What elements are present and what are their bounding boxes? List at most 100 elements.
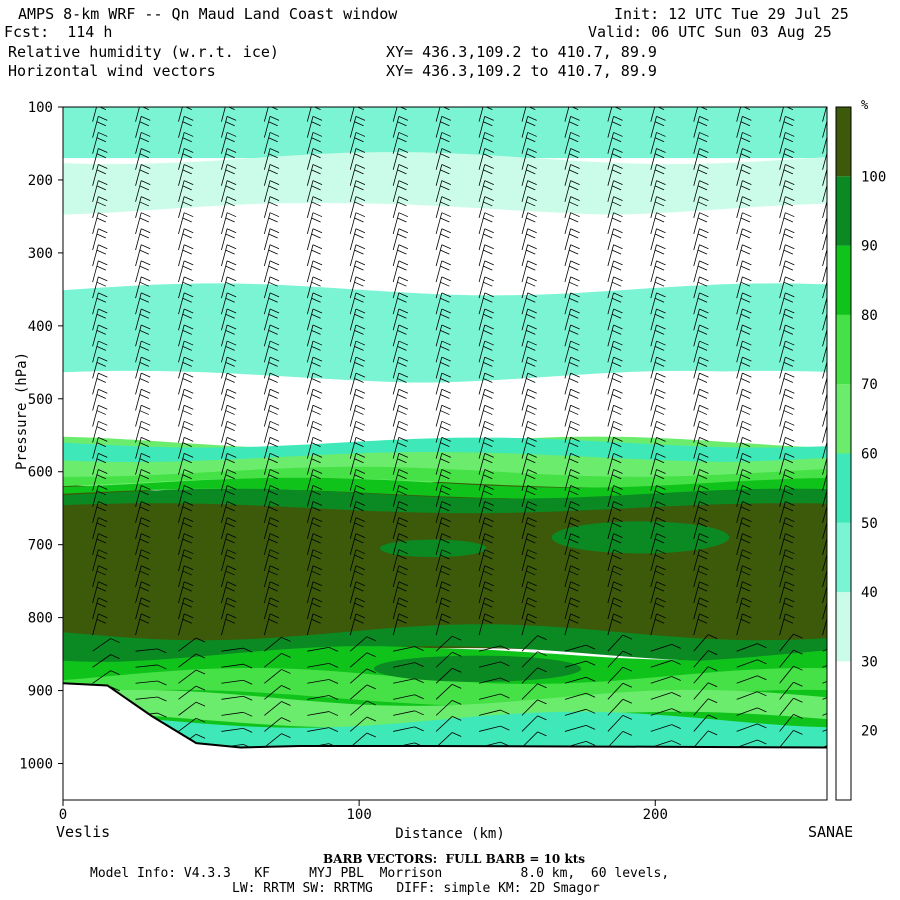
wind-barb-flag xyxy=(654,346,665,351)
wind-barb-flag xyxy=(697,586,708,592)
wind-barb-shaft xyxy=(221,196,228,218)
wind-barb-flag xyxy=(699,372,709,378)
wind-barb-shaft xyxy=(564,597,572,620)
wind-barb-shaft xyxy=(779,244,786,267)
wind-barb-flag xyxy=(441,132,451,137)
wind-barb-flag xyxy=(740,394,751,399)
wind-barb-shaft xyxy=(736,597,743,620)
wind-barb-flag xyxy=(141,469,151,474)
wind-barb-flag xyxy=(569,281,579,287)
wind-barb-flag xyxy=(699,533,709,539)
wind-barb-flag xyxy=(184,613,194,619)
wind-barb-flag xyxy=(226,148,237,153)
wind-barb-flag xyxy=(182,281,192,287)
wind-barb-shaft xyxy=(478,180,486,202)
wind-barb-flag xyxy=(226,404,237,410)
wind-barb-shaft xyxy=(306,324,314,347)
wind-barb-flag xyxy=(571,100,580,104)
wind-barb-shaft xyxy=(779,196,786,218)
wind-barb-flag xyxy=(139,602,149,608)
rh-patch xyxy=(373,655,582,682)
wind-barb-flag xyxy=(742,132,752,137)
wind-barb-shaft xyxy=(521,196,529,218)
wind-barb-flag xyxy=(740,265,751,271)
wind-barb-shaft xyxy=(135,116,142,138)
wind-barb-flag xyxy=(484,372,494,378)
wind-barb-flag xyxy=(611,410,622,415)
wind-barb-shaft xyxy=(392,276,400,299)
wind-barb-flag xyxy=(195,653,206,659)
wind-barb-shaft xyxy=(221,421,228,443)
wind-barb-flag xyxy=(355,501,366,506)
wind-barb-flag xyxy=(312,388,323,394)
wind-barb-flag xyxy=(440,185,450,191)
wind-barb-flag xyxy=(441,276,451,282)
wind-barb-flag xyxy=(569,522,579,528)
wind-barb-flag xyxy=(355,453,366,458)
wind-barb-shaft xyxy=(178,244,185,267)
wind-barb-flag xyxy=(570,148,580,153)
wind-barb-flag xyxy=(785,469,795,474)
wind-barb-flag xyxy=(740,185,751,191)
wind-barb-flag xyxy=(311,570,321,576)
wind-barb-flag xyxy=(613,436,623,442)
wind-barb-flag xyxy=(141,372,151,378)
wind-barb-flag xyxy=(98,276,108,282)
wind-barb-flag xyxy=(397,233,407,239)
wind-barb-flag xyxy=(268,121,278,127)
field-label-wind: Horizontal wind vectors xyxy=(8,62,216,80)
wind-barb-flag xyxy=(141,533,151,539)
wind-barb-shaft xyxy=(693,437,700,459)
wind-barb-flag xyxy=(226,132,237,137)
wind-barb-shaft xyxy=(221,597,228,620)
wind-barb-flag xyxy=(354,522,364,528)
wind-barb-shaft xyxy=(521,116,529,138)
wind-barb-flag xyxy=(740,217,751,223)
wind-barb-flag xyxy=(98,340,108,346)
wind-barb-flag xyxy=(528,100,537,104)
wind-barb-flag xyxy=(656,436,666,442)
wind-barb-shaft xyxy=(263,244,271,267)
wind-barb-shaft xyxy=(521,340,529,363)
wind-barb-shaft xyxy=(92,324,99,347)
wind-barb-shaft xyxy=(178,501,185,523)
wind-barb-shaft xyxy=(521,389,529,411)
wind-barb-flag xyxy=(312,404,323,410)
wind-barb-shaft xyxy=(822,167,827,186)
wind-barb-flag xyxy=(742,549,752,555)
wind-barb-shaft xyxy=(264,717,282,732)
wind-barb-shaft xyxy=(306,308,314,331)
wind-barb-flag xyxy=(537,731,547,737)
wind-barb-shaft xyxy=(435,389,443,411)
wind-barb-flag xyxy=(785,116,795,121)
wind-barb-flag xyxy=(355,324,366,330)
wind-barb-shaft xyxy=(693,357,700,379)
wind-barb-flag xyxy=(311,265,321,271)
wind-barb-shaft xyxy=(779,308,786,331)
wind-barb-flag xyxy=(139,538,149,544)
wind-barb-flag xyxy=(269,116,280,121)
wind-barb-shaft xyxy=(92,517,99,539)
wind-barb-flag xyxy=(311,426,321,431)
wind-barb-flag xyxy=(354,394,364,399)
wind-barb-flag xyxy=(184,212,194,218)
wind-barb-shaft xyxy=(650,116,657,138)
colorbar-tick-label: 60 xyxy=(861,447,878,463)
wind-barb-shaft xyxy=(263,276,271,299)
wind-barb-shaft xyxy=(779,324,786,347)
wind-barb-flag xyxy=(98,356,108,362)
wind-barb-shaft xyxy=(393,678,415,684)
wind-barb-flag xyxy=(269,613,280,619)
wind-barb-flag xyxy=(585,676,596,682)
wind-barb-shaft xyxy=(92,132,99,154)
wind-barb-flag xyxy=(826,490,827,492)
wind-barb-flag xyxy=(654,233,665,239)
wind-barb-shaft xyxy=(92,533,99,556)
wind-barb-shaft xyxy=(607,340,614,363)
wind-barb-flag xyxy=(452,683,462,689)
wind-barb-shaft xyxy=(392,613,400,636)
wind-barb-shaft xyxy=(736,357,743,379)
wind-barb-shaft xyxy=(650,405,657,427)
wind-barb-flag xyxy=(526,442,536,448)
wind-barb-flag xyxy=(355,308,366,314)
